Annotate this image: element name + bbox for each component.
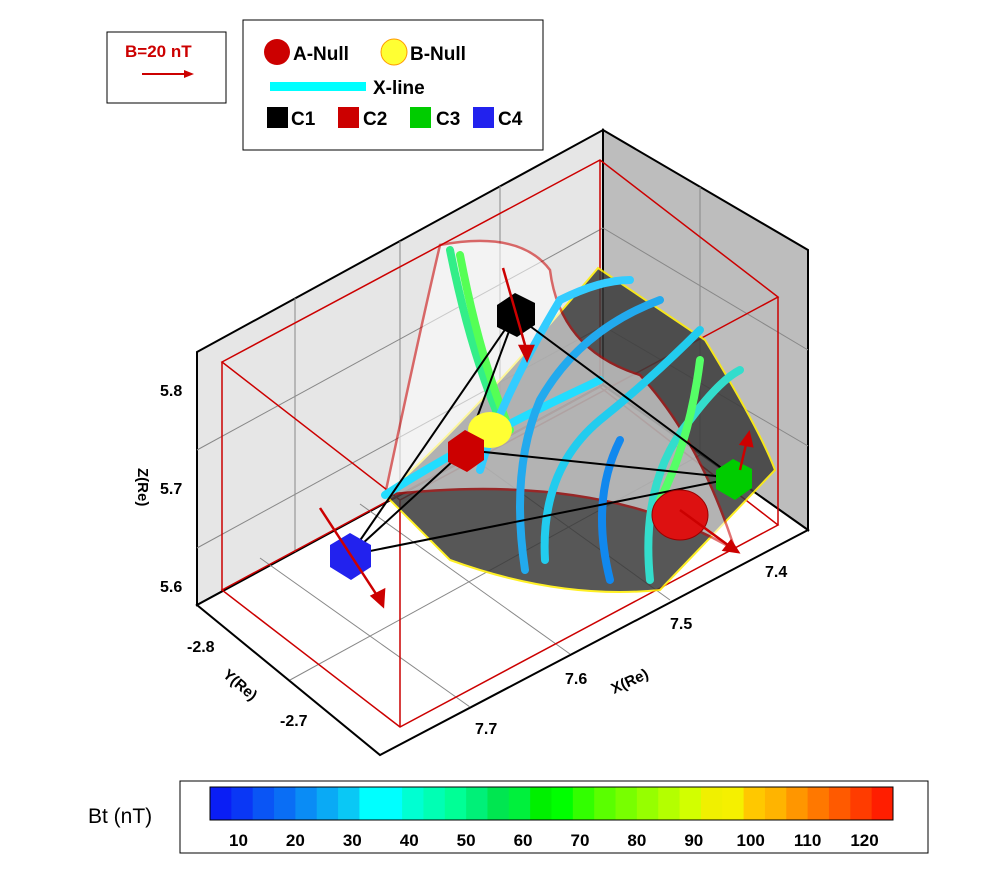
x-tick: 7.6 bbox=[565, 671, 587, 688]
colorbar-band bbox=[871, 787, 894, 820]
colorbar-band bbox=[252, 787, 275, 820]
colorbar-tick: 60 bbox=[514, 831, 533, 850]
colorbar-band bbox=[658, 787, 681, 820]
colorbar-band bbox=[615, 787, 638, 820]
colorbar-tick: 120 bbox=[850, 831, 878, 850]
colorbar-band bbox=[594, 787, 617, 820]
c2-cube bbox=[448, 430, 484, 472]
colorbar-label: Bt (nT) bbox=[88, 805, 152, 828]
legend-b-null: B-Null bbox=[410, 44, 466, 65]
legend: A-Null B-Null X-line C1 C2 C3 C4 bbox=[242, 19, 544, 151]
scale-label: B=20 nT bbox=[125, 42, 192, 61]
colorbar-band bbox=[786, 787, 809, 820]
colorbar-band bbox=[316, 787, 339, 820]
colorbar-tick: 30 bbox=[343, 831, 362, 850]
x-line-swatch bbox=[270, 82, 366, 91]
colorbar-band bbox=[359, 787, 382, 820]
colorbar-band bbox=[210, 787, 232, 820]
colorbar: 10 20 30 40 50 60 70 80 90 100 110 120 Bt (nT) bbox=[88, 780, 929, 854]
colorbar-band bbox=[338, 787, 360, 820]
y-axis-label: Y(Re) bbox=[219, 666, 260, 704]
legend-a-null: A-Null bbox=[293, 44, 349, 65]
colorbar-tick: 110 bbox=[794, 831, 821, 850]
colorbar-tick: 50 bbox=[457, 831, 476, 850]
colorbar-band bbox=[423, 787, 446, 820]
colorbar-band bbox=[466, 787, 488, 820]
legend-c1: C1 bbox=[291, 109, 316, 130]
colorbar-band bbox=[444, 787, 467, 820]
c1-swatch bbox=[267, 107, 288, 128]
legend-x-line: X-line bbox=[373, 78, 425, 99]
colorbar-tick: 40 bbox=[400, 831, 419, 850]
b-null-swatch bbox=[380, 38, 408, 66]
colorbar-band bbox=[551, 787, 574, 820]
z-tick: 5.7 bbox=[160, 481, 182, 498]
x-axis-label: X(Re) bbox=[609, 666, 652, 698]
scale-arrow-icon bbox=[184, 70, 194, 78]
x-tick: 7.7 bbox=[475, 721, 497, 738]
a-null-swatch bbox=[264, 39, 290, 65]
colorbar-band bbox=[380, 787, 403, 820]
scale-legend: B=20 nT bbox=[106, 31, 227, 104]
colorbar-band bbox=[508, 787, 531, 820]
x-tick: 7.5 bbox=[670, 616, 692, 633]
b-field-vectors bbox=[318, 267, 754, 609]
colorbar-tick: 10 bbox=[229, 831, 248, 850]
colorbar-band bbox=[828, 787, 851, 820]
colorbar-band bbox=[487, 787, 510, 820]
colorbar-band bbox=[231, 787, 254, 820]
a-null-marker bbox=[651, 489, 709, 541]
colorbar-band bbox=[679, 787, 702, 820]
legend-c3: C3 bbox=[436, 109, 460, 130]
x-tick: 7.4 bbox=[765, 564, 787, 581]
y-tick: -2.8 bbox=[187, 639, 215, 656]
colorbar-band bbox=[295, 787, 318, 820]
colorbar-tick: 20 bbox=[286, 831, 305, 850]
colorbar-band bbox=[274, 787, 296, 820]
legend-c2: C2 bbox=[363, 109, 387, 130]
c3-swatch bbox=[410, 107, 431, 128]
legend-c4: C4 bbox=[498, 109, 523, 130]
colorbar-band bbox=[722, 787, 745, 820]
colorbar-band bbox=[402, 787, 424, 820]
colorbar-band bbox=[636, 787, 659, 820]
y-tick: -2.7 bbox=[280, 713, 308, 730]
colorbar-tick: 100 bbox=[737, 831, 765, 850]
colorbar-band bbox=[700, 787, 723, 820]
c2-swatch bbox=[338, 107, 359, 128]
z-tick: 5.6 bbox=[160, 579, 182, 596]
z-axis-label: Z(Re) bbox=[134, 468, 151, 506]
colorbar-band bbox=[743, 787, 766, 820]
colorbar-band bbox=[807, 787, 830, 820]
colorbar-band bbox=[764, 787, 787, 820]
colorbar-band bbox=[572, 787, 595, 820]
colorbar-tick: 90 bbox=[684, 831, 703, 850]
colorbar-tick: 70 bbox=[570, 831, 589, 850]
c4-swatch bbox=[473, 107, 494, 128]
colorbar-band bbox=[850, 787, 873, 820]
c3-cube bbox=[716, 459, 752, 500]
colorbar-tick: 80 bbox=[627, 831, 646, 850]
z-tick: 5.8 bbox=[160, 383, 182, 400]
colorbar-band bbox=[530, 787, 552, 820]
